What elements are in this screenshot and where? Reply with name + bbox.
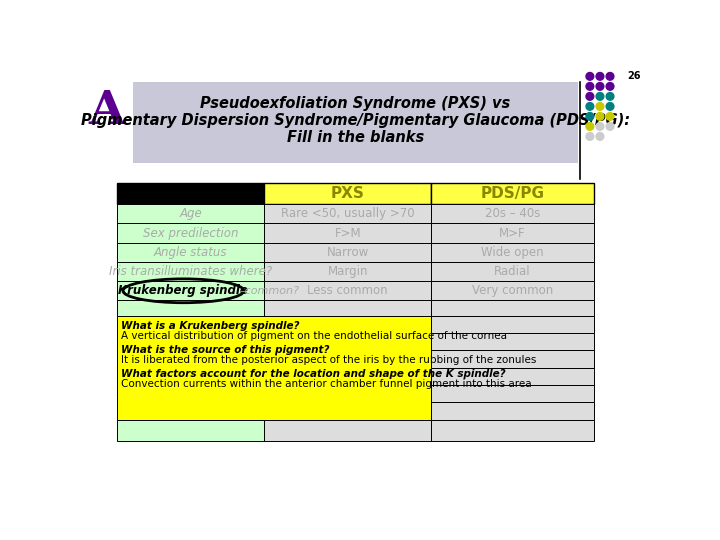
Circle shape [586, 123, 594, 130]
FancyBboxPatch shape [264, 281, 431, 300]
Text: Age: Age [179, 207, 202, 220]
FancyBboxPatch shape [117, 281, 264, 300]
Text: PDS/PG: PDS/PG [480, 186, 544, 201]
Text: Very common: Very common [472, 284, 553, 298]
Text: It is liberated from the posterior aspect of the iris by the rubbing of the zonu: It is liberated from the posterior aspec… [121, 355, 536, 365]
Circle shape [586, 83, 594, 90]
Text: Sex predilection: Sex predilection [143, 227, 238, 240]
Circle shape [596, 132, 604, 140]
Text: What factors account for the location and shape of the K spindle?: What factors account for the location an… [121, 369, 505, 379]
FancyBboxPatch shape [431, 402, 594, 420]
FancyBboxPatch shape [264, 224, 431, 242]
Circle shape [606, 83, 614, 90]
FancyBboxPatch shape [431, 300, 594, 316]
Text: Pseudoexfoliation Syndrome (PXS) vs: Pseudoexfoliation Syndrome (PXS) vs [200, 96, 510, 111]
FancyBboxPatch shape [117, 204, 264, 224]
FancyBboxPatch shape [264, 183, 431, 204]
Text: PXS: PXS [330, 186, 364, 201]
FancyBboxPatch shape [431, 420, 594, 441]
FancyBboxPatch shape [117, 262, 264, 281]
Text: Wide open: Wide open [481, 246, 544, 259]
FancyBboxPatch shape [431, 224, 594, 242]
FancyBboxPatch shape [264, 300, 431, 316]
FancyBboxPatch shape [431, 368, 594, 385]
FancyBboxPatch shape [132, 82, 578, 163]
Text: What is the source of this pigment?: What is the source of this pigment? [121, 345, 330, 355]
Text: Angle status: Angle status [154, 246, 228, 259]
Circle shape [596, 123, 604, 130]
FancyBboxPatch shape [117, 300, 264, 316]
Circle shape [596, 92, 604, 100]
FancyBboxPatch shape [117, 183, 264, 204]
FancyBboxPatch shape [431, 281, 594, 300]
FancyBboxPatch shape [117, 316, 431, 420]
Text: What is a Krukenberg spindle?: What is a Krukenberg spindle? [121, 321, 300, 331]
FancyBboxPatch shape [431, 242, 594, 262]
Text: Less common: Less common [307, 284, 388, 298]
Text: A vertical distribution of pigment on the endothelial surface of the cornea: A vertical distribution of pigment on th… [121, 331, 507, 341]
Text: Pigmentary Dispersion Syndrome/Pigmentary Glaucoma (PDS/PG):: Pigmentary Dispersion Syndrome/Pigmentar… [81, 113, 630, 128]
FancyBboxPatch shape [117, 224, 264, 242]
Text: Krukenberg spindle: Krukenberg spindle [119, 284, 248, 298]
FancyBboxPatch shape [431, 204, 594, 224]
FancyBboxPatch shape [431, 333, 594, 350]
FancyBboxPatch shape [264, 242, 431, 262]
Text: –common?: –common? [239, 286, 300, 296]
Circle shape [606, 72, 614, 80]
Text: 26: 26 [626, 71, 640, 81]
Text: Narrow: Narrow [327, 246, 369, 259]
Circle shape [586, 103, 594, 110]
Circle shape [596, 112, 604, 120]
Circle shape [606, 123, 614, 130]
Text: A: A [89, 88, 125, 134]
Text: Iris transilluminates where?: Iris transilluminates where? [109, 265, 272, 278]
Text: Margin: Margin [328, 265, 368, 278]
Text: 20s – 40s: 20s – 40s [485, 207, 540, 220]
Text: Fill in the blanks: Fill in the blanks [287, 130, 424, 145]
Text: M>F: M>F [499, 227, 526, 240]
FancyBboxPatch shape [431, 183, 594, 204]
Text: Radial: Radial [494, 265, 531, 278]
FancyBboxPatch shape [431, 262, 594, 281]
FancyBboxPatch shape [117, 420, 264, 441]
Circle shape [586, 72, 594, 80]
Circle shape [606, 92, 614, 100]
Circle shape [586, 132, 594, 140]
Circle shape [596, 103, 604, 110]
Text: F>M: F>M [334, 227, 361, 240]
FancyBboxPatch shape [431, 385, 594, 402]
FancyBboxPatch shape [264, 420, 431, 441]
FancyBboxPatch shape [431, 350, 594, 368]
Circle shape [606, 103, 614, 110]
FancyBboxPatch shape [264, 204, 431, 224]
Circle shape [586, 112, 594, 120]
Circle shape [606, 112, 614, 120]
Text: Rare <50, usually >70: Rare <50, usually >70 [281, 207, 415, 220]
FancyBboxPatch shape [431, 316, 594, 333]
FancyBboxPatch shape [117, 242, 264, 262]
Circle shape [586, 92, 594, 100]
FancyBboxPatch shape [264, 262, 431, 281]
Text: Convection currents within the anterior chamber funnel pigment into this area: Convection currents within the anterior … [121, 379, 531, 389]
Circle shape [596, 83, 604, 90]
Circle shape [596, 72, 604, 80]
